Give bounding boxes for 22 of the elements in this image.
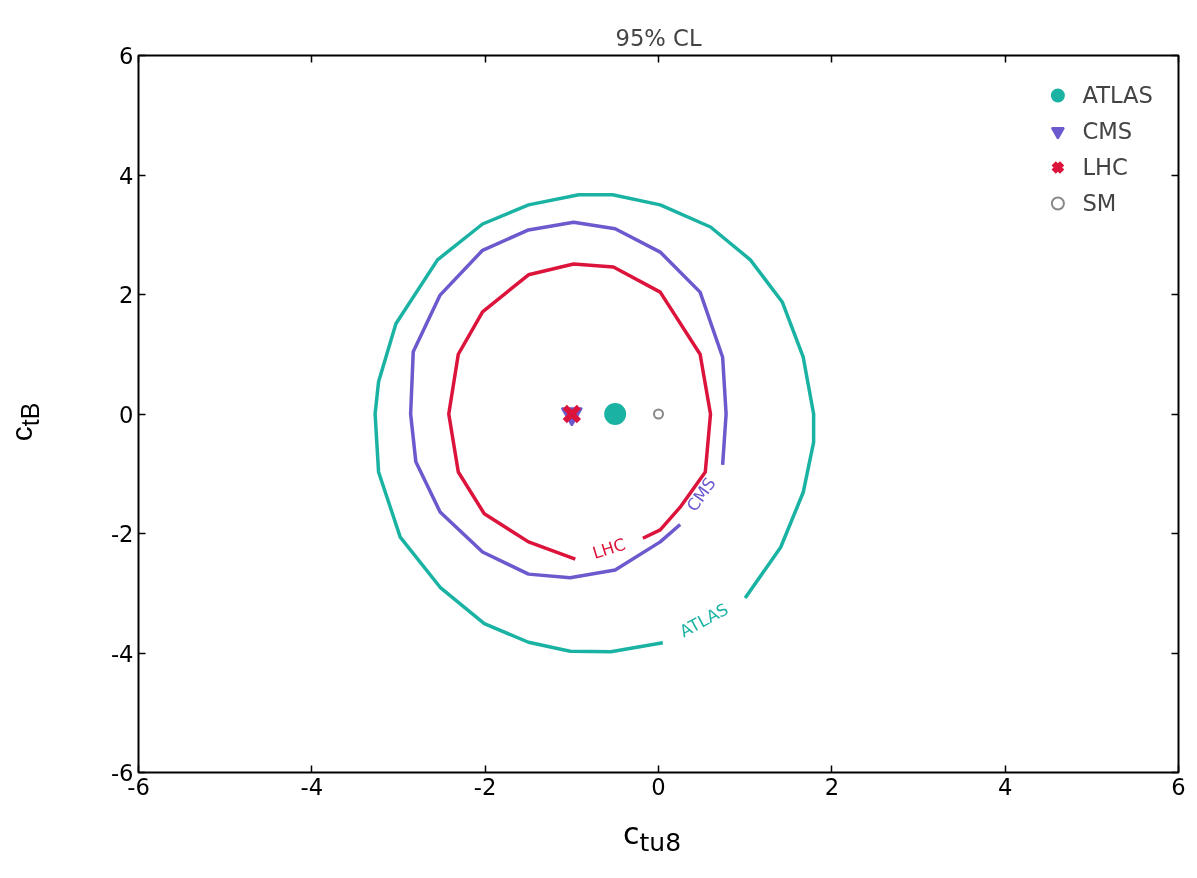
legend-label: ATLAS	[1082, 82, 1153, 108]
line-series	[408, 220, 728, 580]
y-tick-label: 6	[119, 43, 134, 69]
x-tick-label: -2	[473, 773, 497, 800]
x-tick-label: 2	[824, 773, 840, 800]
y-tick-label: -2	[110, 521, 134, 547]
x-tick-label: 0	[651, 773, 666, 800]
y-tick-label: -4	[110, 640, 134, 667]
legend-label: LHC	[1082, 154, 1128, 180]
y-tick-label: 4	[119, 162, 134, 189]
x-tick-label: 4	[997, 773, 1013, 800]
legend-label: CMS	[1082, 118, 1133, 144]
annotation: LHC	[590, 534, 628, 563]
line-series	[447, 262, 713, 561]
line-series	[373, 192, 816, 654]
legend-label: SM	[1082, 190, 1117, 216]
x-tick-label: 6	[1171, 773, 1186, 800]
x-tick-label: -4	[300, 773, 324, 800]
chart-title: 95% CL	[615, 24, 702, 51]
y-tick-label: 0	[119, 401, 134, 428]
x-axis-title: c$_{tu8}$	[623, 815, 682, 859]
y-tick-label: 2	[119, 282, 134, 308]
